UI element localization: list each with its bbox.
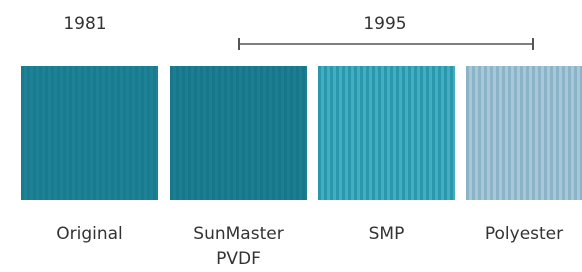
swatch-label: SunMaster PVDF (170, 222, 307, 272)
swatch-label: Polyester (466, 222, 582, 247)
swatch-label: Original (21, 222, 158, 247)
swatch (318, 66, 455, 200)
swatch (466, 66, 582, 200)
swatch (21, 66, 158, 200)
swatch-label: SMP (318, 222, 455, 247)
page: 1981 1995 Original SunMaster PVDF SMP Po… (0, 0, 582, 271)
swatch (170, 66, 307, 200)
